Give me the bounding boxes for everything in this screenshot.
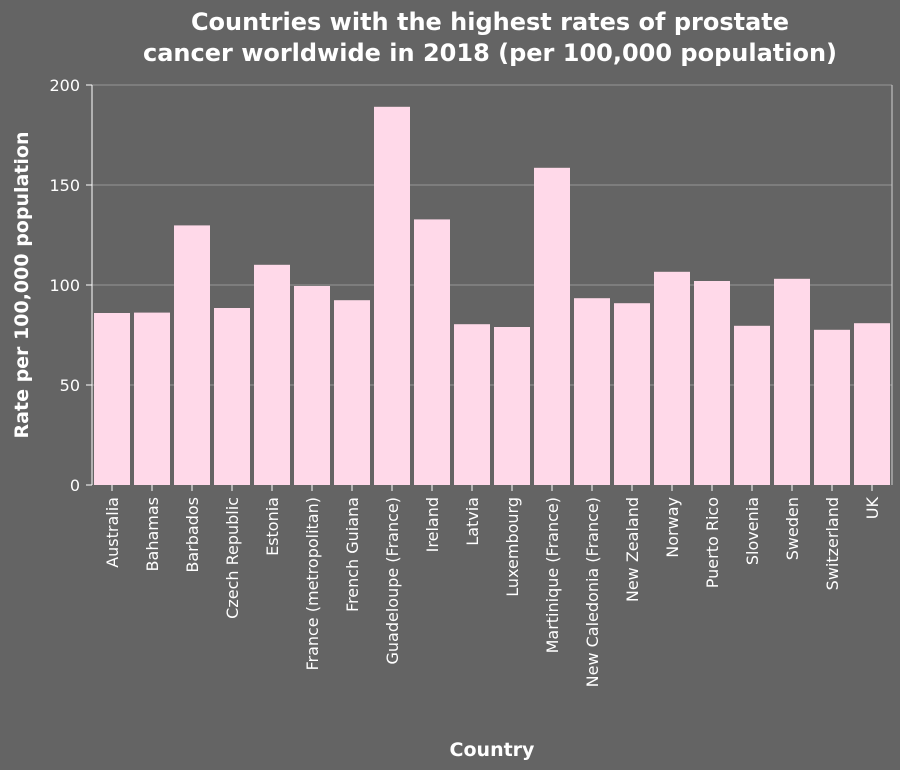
x-tick-label: New Zealand [623, 497, 642, 602]
x-tick-label: Ireland [423, 497, 442, 552]
y-tick-label: 100 [49, 276, 80, 295]
bar [134, 312, 170, 485]
x-tick-label: France (metropolitan) [303, 497, 322, 671]
y-tick-label: 50 [60, 376, 80, 395]
y-tick-label: 200 [49, 76, 80, 95]
bar [454, 324, 490, 485]
bar [574, 298, 610, 485]
bar [814, 329, 850, 485]
x-tick-label: Luxembourg [503, 497, 522, 597]
x-tick-label: Norway [663, 497, 682, 558]
bars [94, 106, 890, 486]
bar [94, 313, 130, 485]
bar [654, 271, 690, 485]
x-tick-labels: Australia Bahamas Barbados Czech Republic Es… [103, 496, 882, 687]
bar [414, 219, 450, 485]
x-axis-label: Country [450, 739, 536, 761]
bar [854, 323, 890, 485]
bar [334, 300, 370, 485]
x-tick-label: Latvia [463, 497, 482, 546]
x-tick-label: Estonia [263, 497, 282, 556]
bar [214, 308, 250, 485]
x-tick-label: Guadeloupe (France) [383, 497, 402, 665]
bar [374, 106, 410, 486]
bar [294, 286, 330, 485]
bar [494, 327, 530, 485]
y-axis-label: Rate per 100,000 population [11, 132, 33, 439]
bar [254, 264, 290, 485]
axes [86, 84, 893, 491]
x-tick-label: UK [863, 496, 882, 519]
bar [774, 278, 810, 485]
x-tick-label: Czech Republic [223, 497, 242, 619]
y-tick-label: 0 [70, 476, 80, 495]
x-tick-label: Australia [103, 497, 122, 568]
y-tick-label: 150 [49, 176, 80, 195]
bar [614, 303, 650, 485]
x-tick-label: Bahamas [143, 497, 162, 571]
y-tick-labels: 0 50 100 150 200 [49, 76, 80, 495]
bar [534, 167, 570, 486]
bar [174, 225, 210, 485]
x-tick-label: Puerto Rico [703, 497, 722, 588]
x-tick-label: Sweden [783, 497, 802, 560]
grid-lines [92, 84, 892, 386]
x-tick-label: Barbados [183, 497, 202, 573]
x-tick-label: Martinique (France) [543, 497, 562, 653]
x-tick-label: Slovenia [743, 497, 762, 565]
chart-title-line-2: cancer worldwide in 2018 (per 100,000 po… [143, 39, 837, 67]
x-tick-label: New Caledonia (France) [583, 497, 602, 687]
chart-title-line-1: Countries with the highest rates of pros… [191, 8, 789, 36]
bar [694, 281, 730, 485]
x-tick-label: French Guiana [343, 497, 362, 612]
bar [734, 325, 770, 485]
x-tick-label: Switzerland [823, 497, 842, 590]
